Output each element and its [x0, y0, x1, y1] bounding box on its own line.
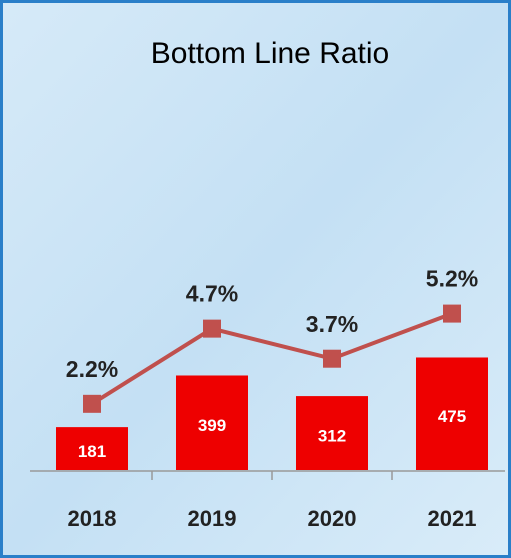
bar-value-label: 181	[78, 442, 106, 461]
x-tick-label: 2020	[308, 506, 357, 531]
line-value-label: 3.7%	[306, 311, 358, 337]
line-marker	[83, 394, 101, 413]
bar	[416, 357, 488, 470]
chart-title: Bottom Line Ratio	[151, 37, 389, 70]
line	[90, 311, 453, 406]
line-marker	[443, 304, 461, 323]
line-value-label: 5.2%	[426, 266, 478, 292]
bar-value-label: 475	[438, 407, 466, 426]
line-value-label: 4.7%	[186, 281, 238, 307]
bar	[56, 427, 128, 470]
x-tick-label: 2021	[428, 506, 477, 531]
line-marker	[323, 349, 341, 368]
bar	[296, 396, 368, 470]
bar	[176, 375, 248, 470]
line-marker	[203, 319, 221, 338]
bar-value-label: 312	[318, 427, 346, 446]
x-tick-label: 2018	[68, 506, 117, 531]
x-tick-label: 2019	[188, 506, 237, 531]
line-value-label: 2.2%	[66, 356, 118, 382]
bar-value-label: 399	[198, 416, 226, 435]
